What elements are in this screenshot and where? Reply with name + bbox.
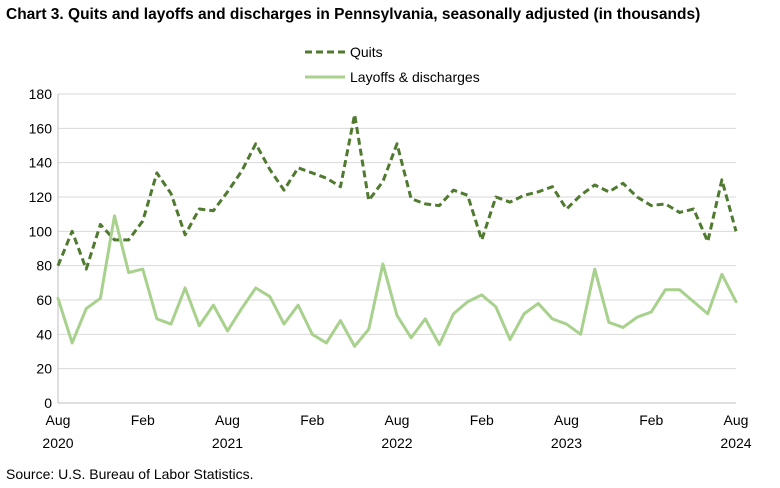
y-tick-label: 120 — [29, 189, 53, 205]
chart-title: Chart 3. Quits and layoffs and discharge… — [6, 6, 701, 23]
y-tick-label: 140 — [29, 155, 53, 171]
axes: 0 20 40 60 80 100 120 140 160 180 Aug 2020 Feb Aug 202… — [29, 86, 752, 451]
x-tick-month-label: Aug — [385, 412, 410, 428]
legend-label-layoffs-discharges: Layoffs & discharges — [350, 69, 480, 85]
series-line-layoffs-discharges — [56, 214, 738, 348]
x-tick-year-label: 2022 — [381, 435, 412, 451]
y-tick-label: 20 — [36, 361, 52, 377]
legend: Quits Layoffs & discharges — [305, 44, 480, 85]
x-tick-month-label: Aug — [554, 412, 579, 428]
x-tick-month-label: Feb — [300, 412, 324, 428]
x-tick-month-label: Aug — [46, 412, 71, 428]
x-tick-month-label: Feb — [470, 412, 494, 428]
x-tick-month-label: Feb — [639, 412, 663, 428]
x-tick-month-label: Feb — [131, 412, 155, 428]
x-tick-month-label: Aug — [215, 412, 240, 428]
y-tick-label: 100 — [29, 223, 53, 239]
x-tick-year-label: 2024 — [720, 435, 751, 451]
x-tick-year-label: 2021 — [212, 435, 243, 451]
x-tick-month-label: Aug — [724, 412, 749, 428]
x-tick-year-label: 2020 — [42, 435, 73, 451]
y-tick-label: 40 — [36, 326, 52, 342]
chart-source: Source: U.S. Bureau of Labor Statistics. — [6, 466, 254, 482]
y-tick-label: 80 — [36, 258, 52, 274]
legend-label-quits: Quits — [350, 44, 383, 60]
series-line-quits — [56, 113, 738, 271]
y-tick-label: 60 — [36, 292, 52, 308]
x-tick-year-label: 2023 — [551, 435, 582, 451]
gridlines — [58, 93, 736, 370]
y-tick-label: 0 — [44, 395, 52, 411]
y-tick-label: 180 — [29, 86, 53, 102]
series-lines — [56, 113, 738, 348]
y-tick-label: 160 — [29, 120, 53, 136]
